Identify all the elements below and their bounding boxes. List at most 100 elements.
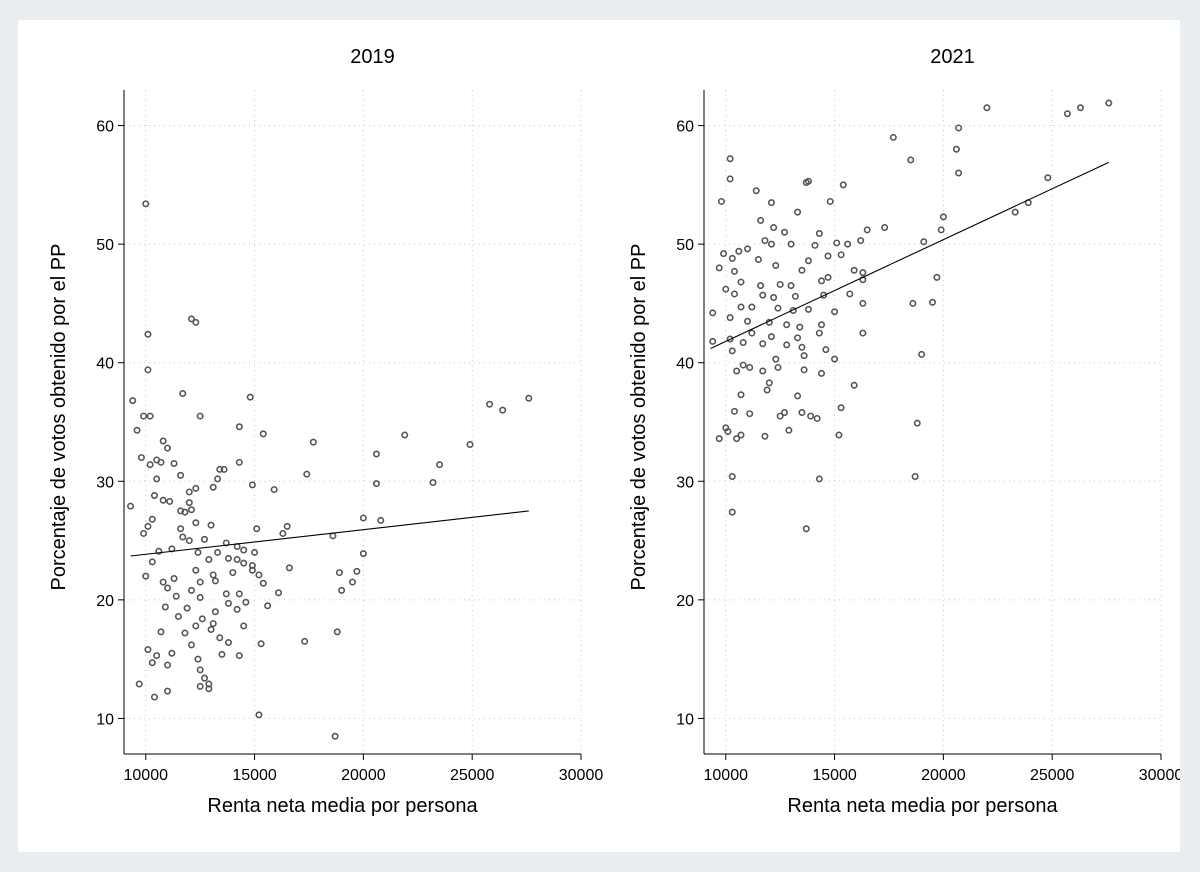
data-point xyxy=(724,427,732,435)
data-point xyxy=(209,483,217,491)
data-point xyxy=(911,473,919,481)
data-point xyxy=(1063,110,1071,118)
data-point xyxy=(824,273,832,281)
data-point xyxy=(746,363,754,371)
data-point xyxy=(153,652,161,660)
x-tick-label: 10000 xyxy=(124,767,169,784)
data-point xyxy=(187,641,195,649)
data-point xyxy=(159,437,167,445)
data-point xyxy=(259,430,267,438)
data-point xyxy=(826,197,834,205)
y-axis-title: Porcentaje de votos obtenido por el PP xyxy=(628,244,650,591)
data-point xyxy=(772,261,780,269)
data-point xyxy=(785,426,793,434)
data-point xyxy=(774,304,782,312)
data-point xyxy=(144,646,152,654)
data-point xyxy=(728,508,736,516)
data-point xyxy=(187,315,195,323)
panel-title: 2021 xyxy=(930,46,975,68)
data-point xyxy=(170,459,178,467)
data-point xyxy=(401,431,409,439)
data-point xyxy=(142,200,150,208)
data-point xyxy=(726,175,734,183)
data-point xyxy=(850,266,858,274)
data-point xyxy=(185,488,193,496)
data-point xyxy=(715,264,723,272)
data-point xyxy=(798,409,806,417)
data-point xyxy=(209,620,217,628)
data-point xyxy=(909,299,917,307)
data-point xyxy=(815,229,823,237)
y-tick-label: 60 xyxy=(676,119,694,136)
data-point xyxy=(754,256,762,264)
data-point xyxy=(301,637,309,645)
data-point xyxy=(499,406,507,414)
data-point xyxy=(486,400,494,408)
fit-line xyxy=(130,510,529,557)
data-point xyxy=(722,285,730,293)
data-point xyxy=(733,435,741,443)
x-tick-label: 25000 xyxy=(450,767,495,784)
data-point xyxy=(774,363,782,371)
y-tick-label: 10 xyxy=(96,711,114,728)
data-point xyxy=(196,412,204,420)
data-point xyxy=(148,659,156,667)
x-tick-label: 30000 xyxy=(559,767,604,784)
data-point xyxy=(214,548,222,556)
data-point xyxy=(140,529,148,537)
data-point xyxy=(907,156,915,164)
data-point xyxy=(214,475,222,483)
data-point xyxy=(798,266,806,274)
data-point xyxy=(164,584,172,592)
data-point xyxy=(353,567,361,575)
data-point xyxy=(253,525,261,533)
data-point xyxy=(726,335,734,343)
data-point xyxy=(837,251,845,259)
data-point xyxy=(211,608,219,616)
data-point xyxy=(192,484,200,492)
data-point xyxy=(240,559,248,567)
data-point xyxy=(144,330,152,338)
data-point xyxy=(783,341,791,349)
data-point xyxy=(918,350,926,358)
panel-2019: 2019 10 20 30 40 50 60 10000 15000 20000 25000 3000… xyxy=(48,46,603,817)
data-point xyxy=(338,586,346,594)
data-point xyxy=(127,502,135,510)
data-point xyxy=(187,506,195,514)
data-point xyxy=(748,329,756,337)
data-point xyxy=(1044,174,1052,182)
y-tick-label: 20 xyxy=(676,593,694,610)
data-point xyxy=(737,303,745,311)
y-axis-title: Porcentaje de votos obtenido por el PP xyxy=(48,244,70,591)
data-point xyxy=(804,305,812,313)
data-point xyxy=(196,578,204,586)
data-point xyxy=(767,240,775,248)
data-point xyxy=(783,321,791,329)
data-point xyxy=(142,572,150,580)
data-point xyxy=(157,628,165,636)
data-point xyxy=(844,240,852,248)
data-point xyxy=(235,458,243,466)
data-point xyxy=(776,412,784,420)
data-point xyxy=(179,390,187,398)
data-point xyxy=(150,693,158,701)
data-point xyxy=(746,410,754,418)
data-point xyxy=(255,571,263,579)
data-point xyxy=(192,566,200,574)
data-point xyxy=(859,269,867,277)
data-point xyxy=(818,369,826,377)
x-tick-label: 25000 xyxy=(1030,767,1075,784)
data-point xyxy=(155,547,163,555)
data-point xyxy=(820,291,828,299)
data-point xyxy=(709,337,717,345)
data-point xyxy=(198,615,206,623)
data-point xyxy=(839,181,847,189)
data-point xyxy=(359,550,367,558)
data-point xyxy=(377,516,385,524)
data-point xyxy=(824,252,832,260)
data-point xyxy=(196,682,204,690)
data-point xyxy=(952,145,960,153)
data-point xyxy=(135,680,143,688)
data-point xyxy=(209,571,217,579)
data-point xyxy=(794,334,802,342)
